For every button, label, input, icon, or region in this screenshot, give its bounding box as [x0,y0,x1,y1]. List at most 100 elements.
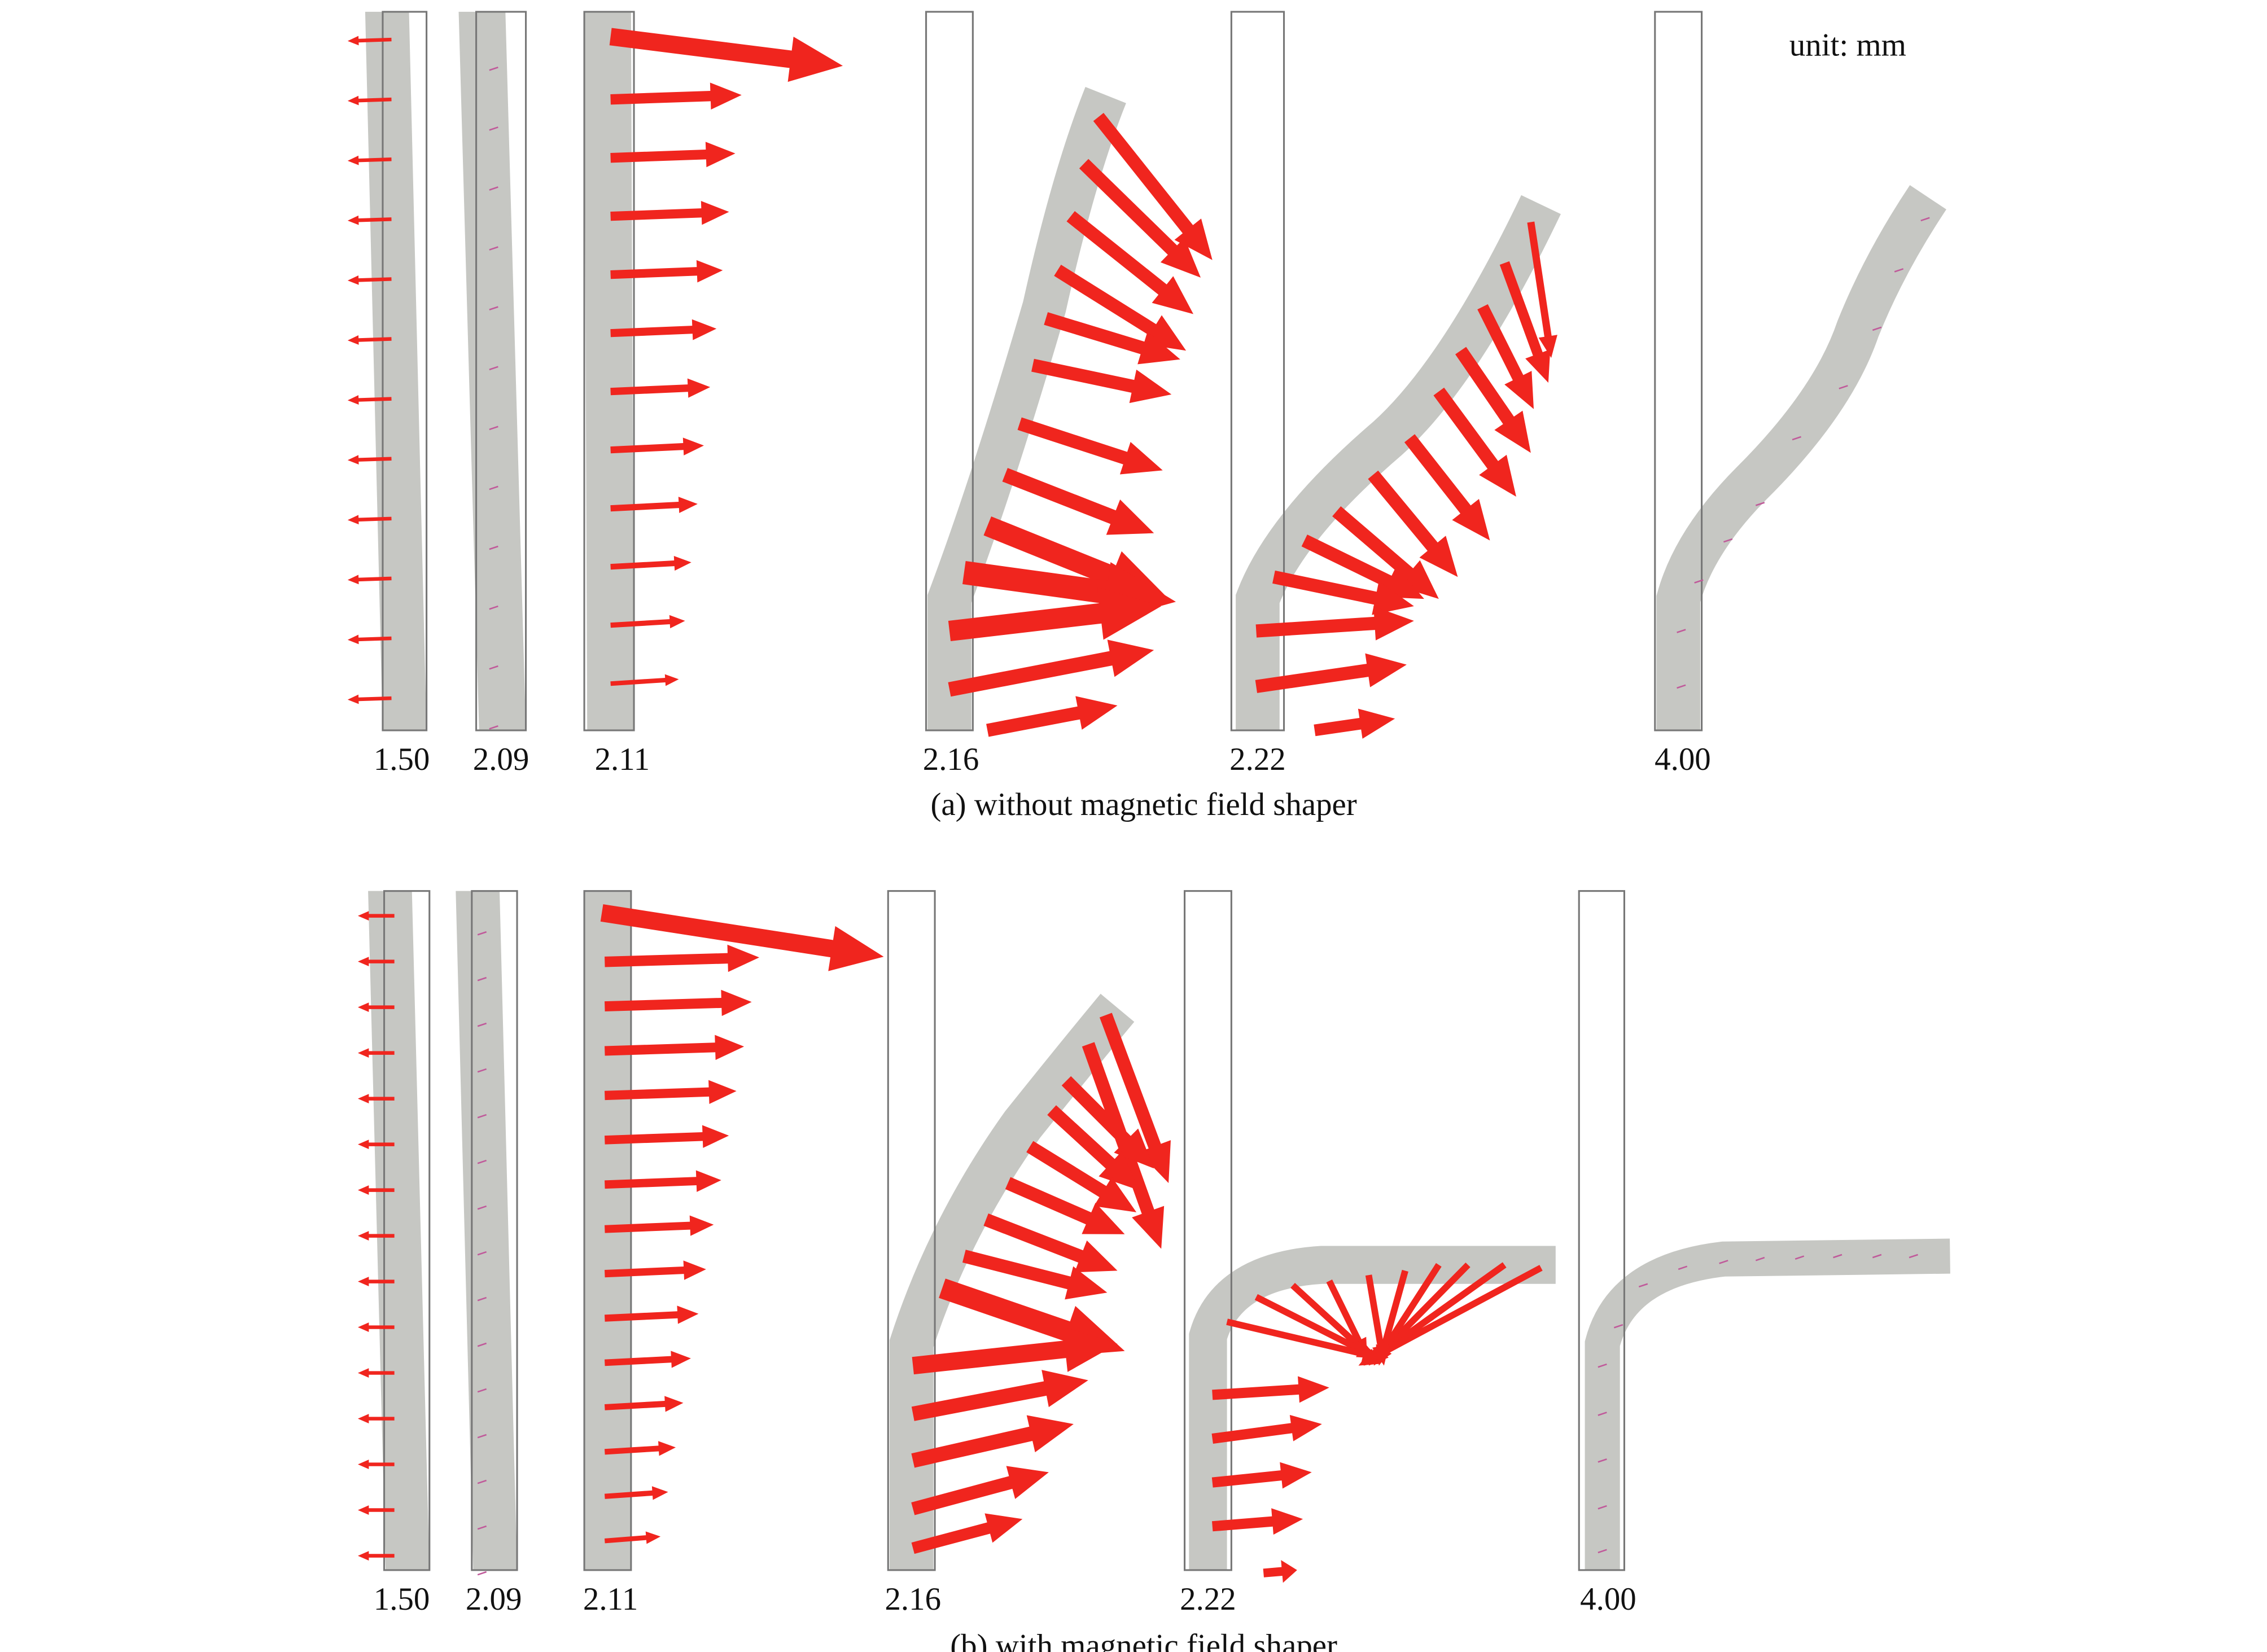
force-arrow [1026,1141,1137,1212]
tick [477,931,487,936]
force-arrow [610,260,723,283]
force-arrow [1066,211,1194,314]
tube-wall [458,11,526,731]
force-arrow [357,957,395,967]
tube-wall [368,891,430,1570]
force-arrow [1079,159,1201,278]
tick [1677,629,1686,633]
frame-label: 4.00 [1580,1581,1636,1617]
initial-outline [1578,890,1625,1571]
tube-wall [584,11,634,731]
force-arrow [1212,1508,1303,1535]
force-arrow [911,1466,1049,1515]
tick [1795,1255,1805,1260]
force-arrow [600,904,884,971]
tick [477,1388,487,1393]
force-arrow [1263,1560,1297,1583]
force-arrow [604,1351,691,1368]
force-arrow [1272,570,1414,615]
force-arrow [347,155,392,165]
tube-wall [456,891,518,1570]
force-arrow [347,95,392,106]
initial-outline [1184,890,1232,1571]
force-arrow [357,1414,395,1423]
tick [1872,1254,1882,1259]
force-arrow [1005,1177,1125,1234]
tick [1755,502,1765,506]
force-arrow [1499,261,1551,383]
frame-label: 1.50 [374,1581,430,1617]
frame-label: 2.22 [1180,1581,1236,1617]
force-arrow [1255,606,1414,641]
force-arrow [1373,1263,1442,1366]
force-arrow [1368,470,1458,577]
tick [489,366,498,371]
force-arrow [610,378,711,398]
tick [1694,579,1704,584]
tick [1792,436,1801,441]
tube-wall [889,993,1135,1570]
force-arrow [604,1305,699,1324]
force-arrow [1255,653,1407,693]
force-arrow [1332,506,1439,599]
force-arrow [1376,1269,1408,1366]
initial-outline [583,11,635,731]
force-arrow [1433,387,1516,497]
initial-outline [382,11,428,731]
force-arrow [1455,347,1531,453]
force-arrow [610,142,736,168]
force-arrow [610,497,698,514]
tick [1598,1505,1607,1510]
force-arrow [1093,112,1213,260]
tick [1598,1458,1607,1463]
force-arrow [912,1326,1118,1375]
force-arrow [911,1513,1023,1554]
frame-label: 2.11 [595,742,650,777]
tick [1677,684,1686,689]
tube-wall [1189,1246,1556,1570]
force-arrow [347,275,392,285]
tick [489,426,498,431]
force-arrow [357,911,395,921]
force-arrow [1363,1262,1507,1366]
force-arrow [357,1505,395,1515]
tick [489,485,498,490]
force-arrow [1212,1376,1329,1403]
tick [1719,1260,1728,1264]
tick [1872,326,1882,331]
tube-wall [365,11,427,731]
force-arrow [1044,312,1180,365]
force-arrow [604,1441,676,1456]
tick [477,1479,487,1484]
force-arrow [610,615,685,629]
frame-label: 2.16 [885,1581,941,1617]
force-arrow [347,395,392,405]
force-arrow [1226,1318,1383,1362]
tick [489,126,498,131]
tick [1598,1412,1607,1416]
tick [489,66,498,71]
force-arrow [962,1250,1108,1300]
frame-label: 4.00 [1655,742,1711,777]
tick [477,976,487,981]
tick [477,1296,487,1302]
tick [1723,538,1733,543]
tick [489,246,498,251]
force-arrow [911,1415,1074,1468]
force-arrow [357,1094,395,1104]
force-arrow [610,319,717,340]
force-arrow [1290,1283,1373,1359]
tick [1613,1324,1623,1329]
tick [1894,268,1904,273]
force-arrow [604,1486,668,1500]
force-arrow [357,1551,395,1561]
initial-outline [1654,11,1703,731]
force-arrow [610,437,704,455]
tube-wall [1656,185,1946,731]
force-arrow [605,1080,737,1104]
force-arrow [983,1213,1118,1273]
tube-wall [1585,1238,1950,1570]
force-arrow [1061,1076,1154,1169]
force-arrow [610,201,729,225]
